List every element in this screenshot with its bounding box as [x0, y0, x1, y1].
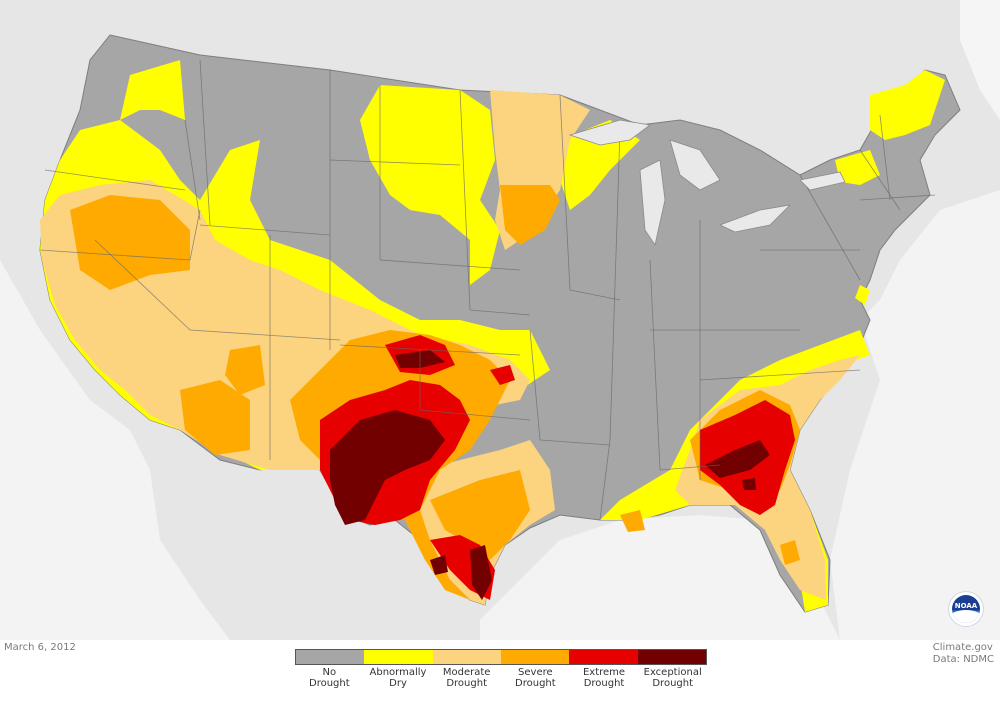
legend-label: Abnormally Dry — [369, 667, 427, 689]
legend-swatch — [364, 650, 433, 664]
ocean-northeast — [960, 0, 1000, 120]
legend-swatch — [432, 650, 501, 664]
map-footer: March 6, 2012 Climate.gov Data: NDMC No D… — [0, 640, 1000, 704]
credit-data-source: Data: NDMC — [932, 654, 994, 665]
legend-label: Exceptional Drought — [643, 667, 702, 689]
map-credit: Climate.gov Data: NDMC — [933, 642, 994, 666]
state-borders — [39, 59, 936, 521]
legend-swatch — [500, 650, 570, 664]
drought-map-svg — [0, 0, 1000, 640]
atlantic-ocean — [830, 190, 1000, 640]
legend-label: Extreme Drought — [582, 667, 626, 689]
gulf-of-mexico — [480, 515, 840, 640]
legend-label: No Drought — [309, 667, 350, 689]
legend-swatch — [637, 650, 706, 664]
legend-color-bar — [295, 649, 707, 665]
map-date: March 6, 2012 — [4, 642, 76, 653]
legend-swatch — [569, 650, 638, 664]
legend-swatch — [296, 650, 365, 664]
noaa-wave-shape — [952, 610, 980, 623]
great-lakes — [568, 119, 846, 247]
legend-label: Moderate Drought — [442, 667, 491, 689]
legend-label: Severe Drought — [515, 667, 556, 689]
pacific-ocean — [0, 260, 230, 640]
exceptional-drought-areas — [330, 350, 770, 600]
legend-labels: No Drought Abnormally Dry Moderate Drought Sev… — [295, 667, 707, 689]
noaa-logo: NOAA — [949, 592, 983, 626]
drought-map — [0, 0, 1000, 640]
noaa-logo-text: NOAA — [954, 602, 978, 610]
noaa-logo-icon: NOAA — [952, 595, 980, 623]
credit-site: Climate.gov — [932, 642, 993, 653]
map-legend: No Drought Abnormally Dry Moderate Drought Sev… — [295, 649, 707, 689]
